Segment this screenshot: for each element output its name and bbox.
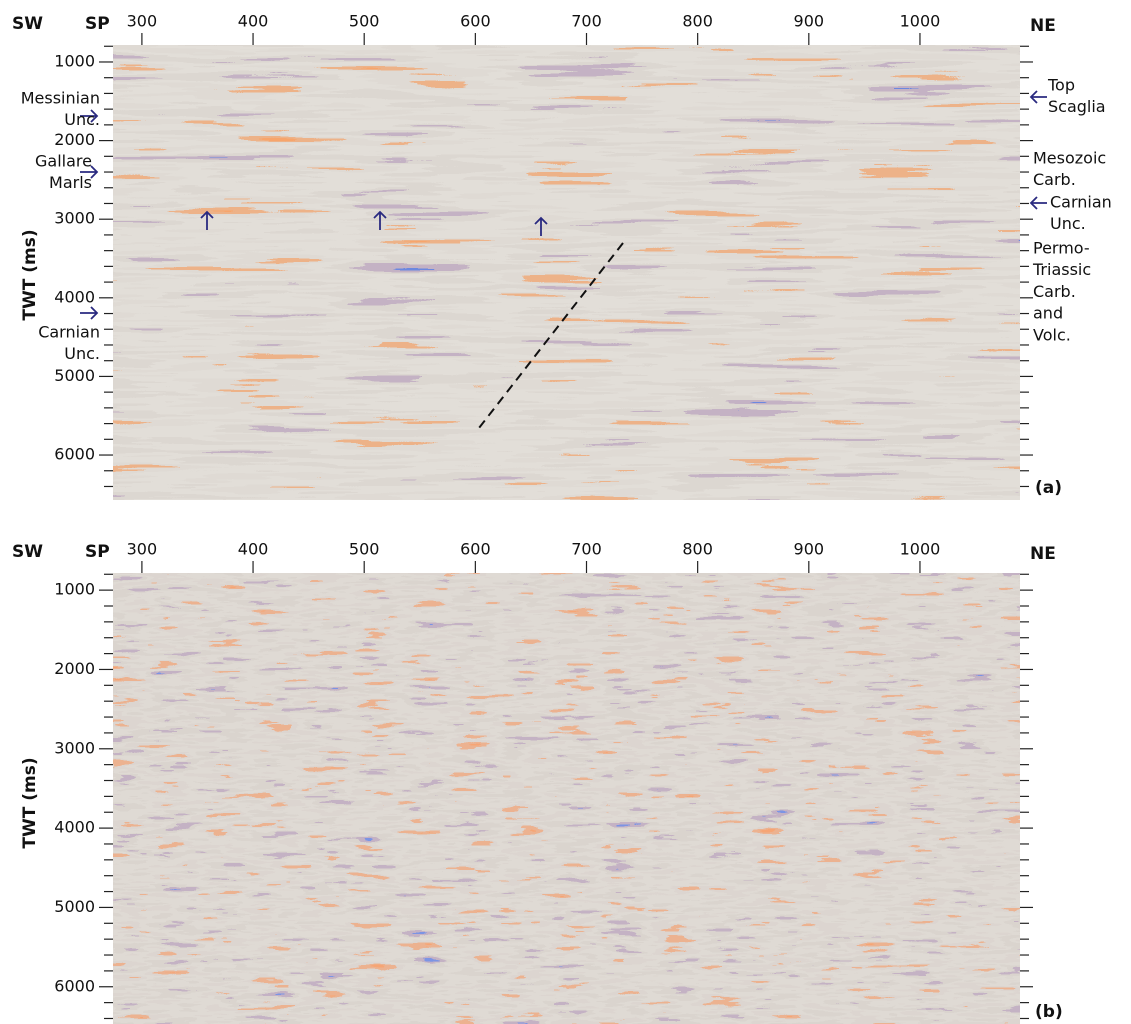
x-tick-label: 800 xyxy=(682,540,713,559)
annotation: Marls xyxy=(49,173,92,192)
annotation: Unc. xyxy=(64,344,100,363)
annotation: Carnian xyxy=(1050,193,1112,212)
y-tick-label: 2000 xyxy=(54,130,95,149)
annotation: Mesozoic xyxy=(1033,149,1106,168)
y-tick-label: 4000 xyxy=(54,818,95,837)
y-title: TWT (ms) xyxy=(20,229,40,320)
horizon-arrows xyxy=(80,90,1047,320)
x-tick-label: 700 xyxy=(571,540,602,559)
annotation: Carnian xyxy=(38,323,100,342)
panel-b: SW SP NE (b) TWT (ms) 300 400 500 600 700 800 900 10… xyxy=(12,540,1063,1024)
annotation: Permo- xyxy=(1033,239,1090,258)
x-tick-label: 1000 xyxy=(900,12,941,31)
left-label: SW xyxy=(12,14,43,34)
panel-label: (b) xyxy=(1035,1002,1063,1022)
y-tick-label: 3000 xyxy=(54,738,95,757)
right-label: NE xyxy=(1030,544,1056,564)
y-tick-label: 1000 xyxy=(54,51,95,70)
annotation: Gallare xyxy=(35,152,92,171)
annotation: Unc. xyxy=(64,110,100,129)
annotation: Carb. xyxy=(1033,282,1076,301)
x-title: SP xyxy=(85,542,110,562)
annotation: Top xyxy=(1047,76,1075,95)
x-tick-label: 600 xyxy=(460,540,491,559)
annotation: Scaglia xyxy=(1048,97,1106,116)
annotation: and xyxy=(1033,304,1063,323)
y-tick-label: 5000 xyxy=(54,366,95,385)
fault-line xyxy=(478,242,624,429)
annotation: Unc. xyxy=(1050,214,1086,233)
y-tick-label: 1000 xyxy=(54,580,95,599)
y-tick-label: 4000 xyxy=(54,287,95,306)
x-tick-label: 900 xyxy=(794,540,825,559)
annotation: Volc. xyxy=(1033,325,1071,344)
x-tick-label: 400 xyxy=(238,12,269,31)
panel-a: SW SP NE (a) TWT (ms) 300 400 500 600 700 800 900 10… xyxy=(12,12,1112,500)
x-tick-label: 300 xyxy=(127,540,158,559)
x-tick-label: 900 xyxy=(794,12,825,31)
x-tick-label: 300 xyxy=(127,12,158,31)
annotation: Carb. xyxy=(1033,170,1076,189)
x-tick-label: 500 xyxy=(349,12,380,31)
annotation: Triassic xyxy=(1032,260,1091,279)
right-label: NE xyxy=(1030,16,1056,36)
panel-label: (a) xyxy=(1035,478,1062,498)
x-tick-label: 600 xyxy=(460,12,491,31)
x-tick-label: 700 xyxy=(571,12,602,31)
x-tick-label: 1000 xyxy=(900,540,941,559)
y-tick-label: 2000 xyxy=(54,659,95,678)
seismic-image xyxy=(113,573,1020,1024)
x-tick-label: 800 xyxy=(682,12,713,31)
y-title: TWT (ms) xyxy=(20,757,40,848)
seismic-image xyxy=(113,45,1020,500)
x-tick-label: 500 xyxy=(349,540,380,559)
x-tick-label: 400 xyxy=(238,540,269,559)
y-tick-label: 6000 xyxy=(54,976,95,995)
y-tick-label: 3000 xyxy=(54,209,95,228)
y-tick-label: 5000 xyxy=(54,897,95,916)
x-title: SP xyxy=(85,14,110,34)
annotation: Messinian xyxy=(21,89,100,108)
y-tick-label: 6000 xyxy=(54,445,95,464)
left-label: SW xyxy=(12,542,43,562)
